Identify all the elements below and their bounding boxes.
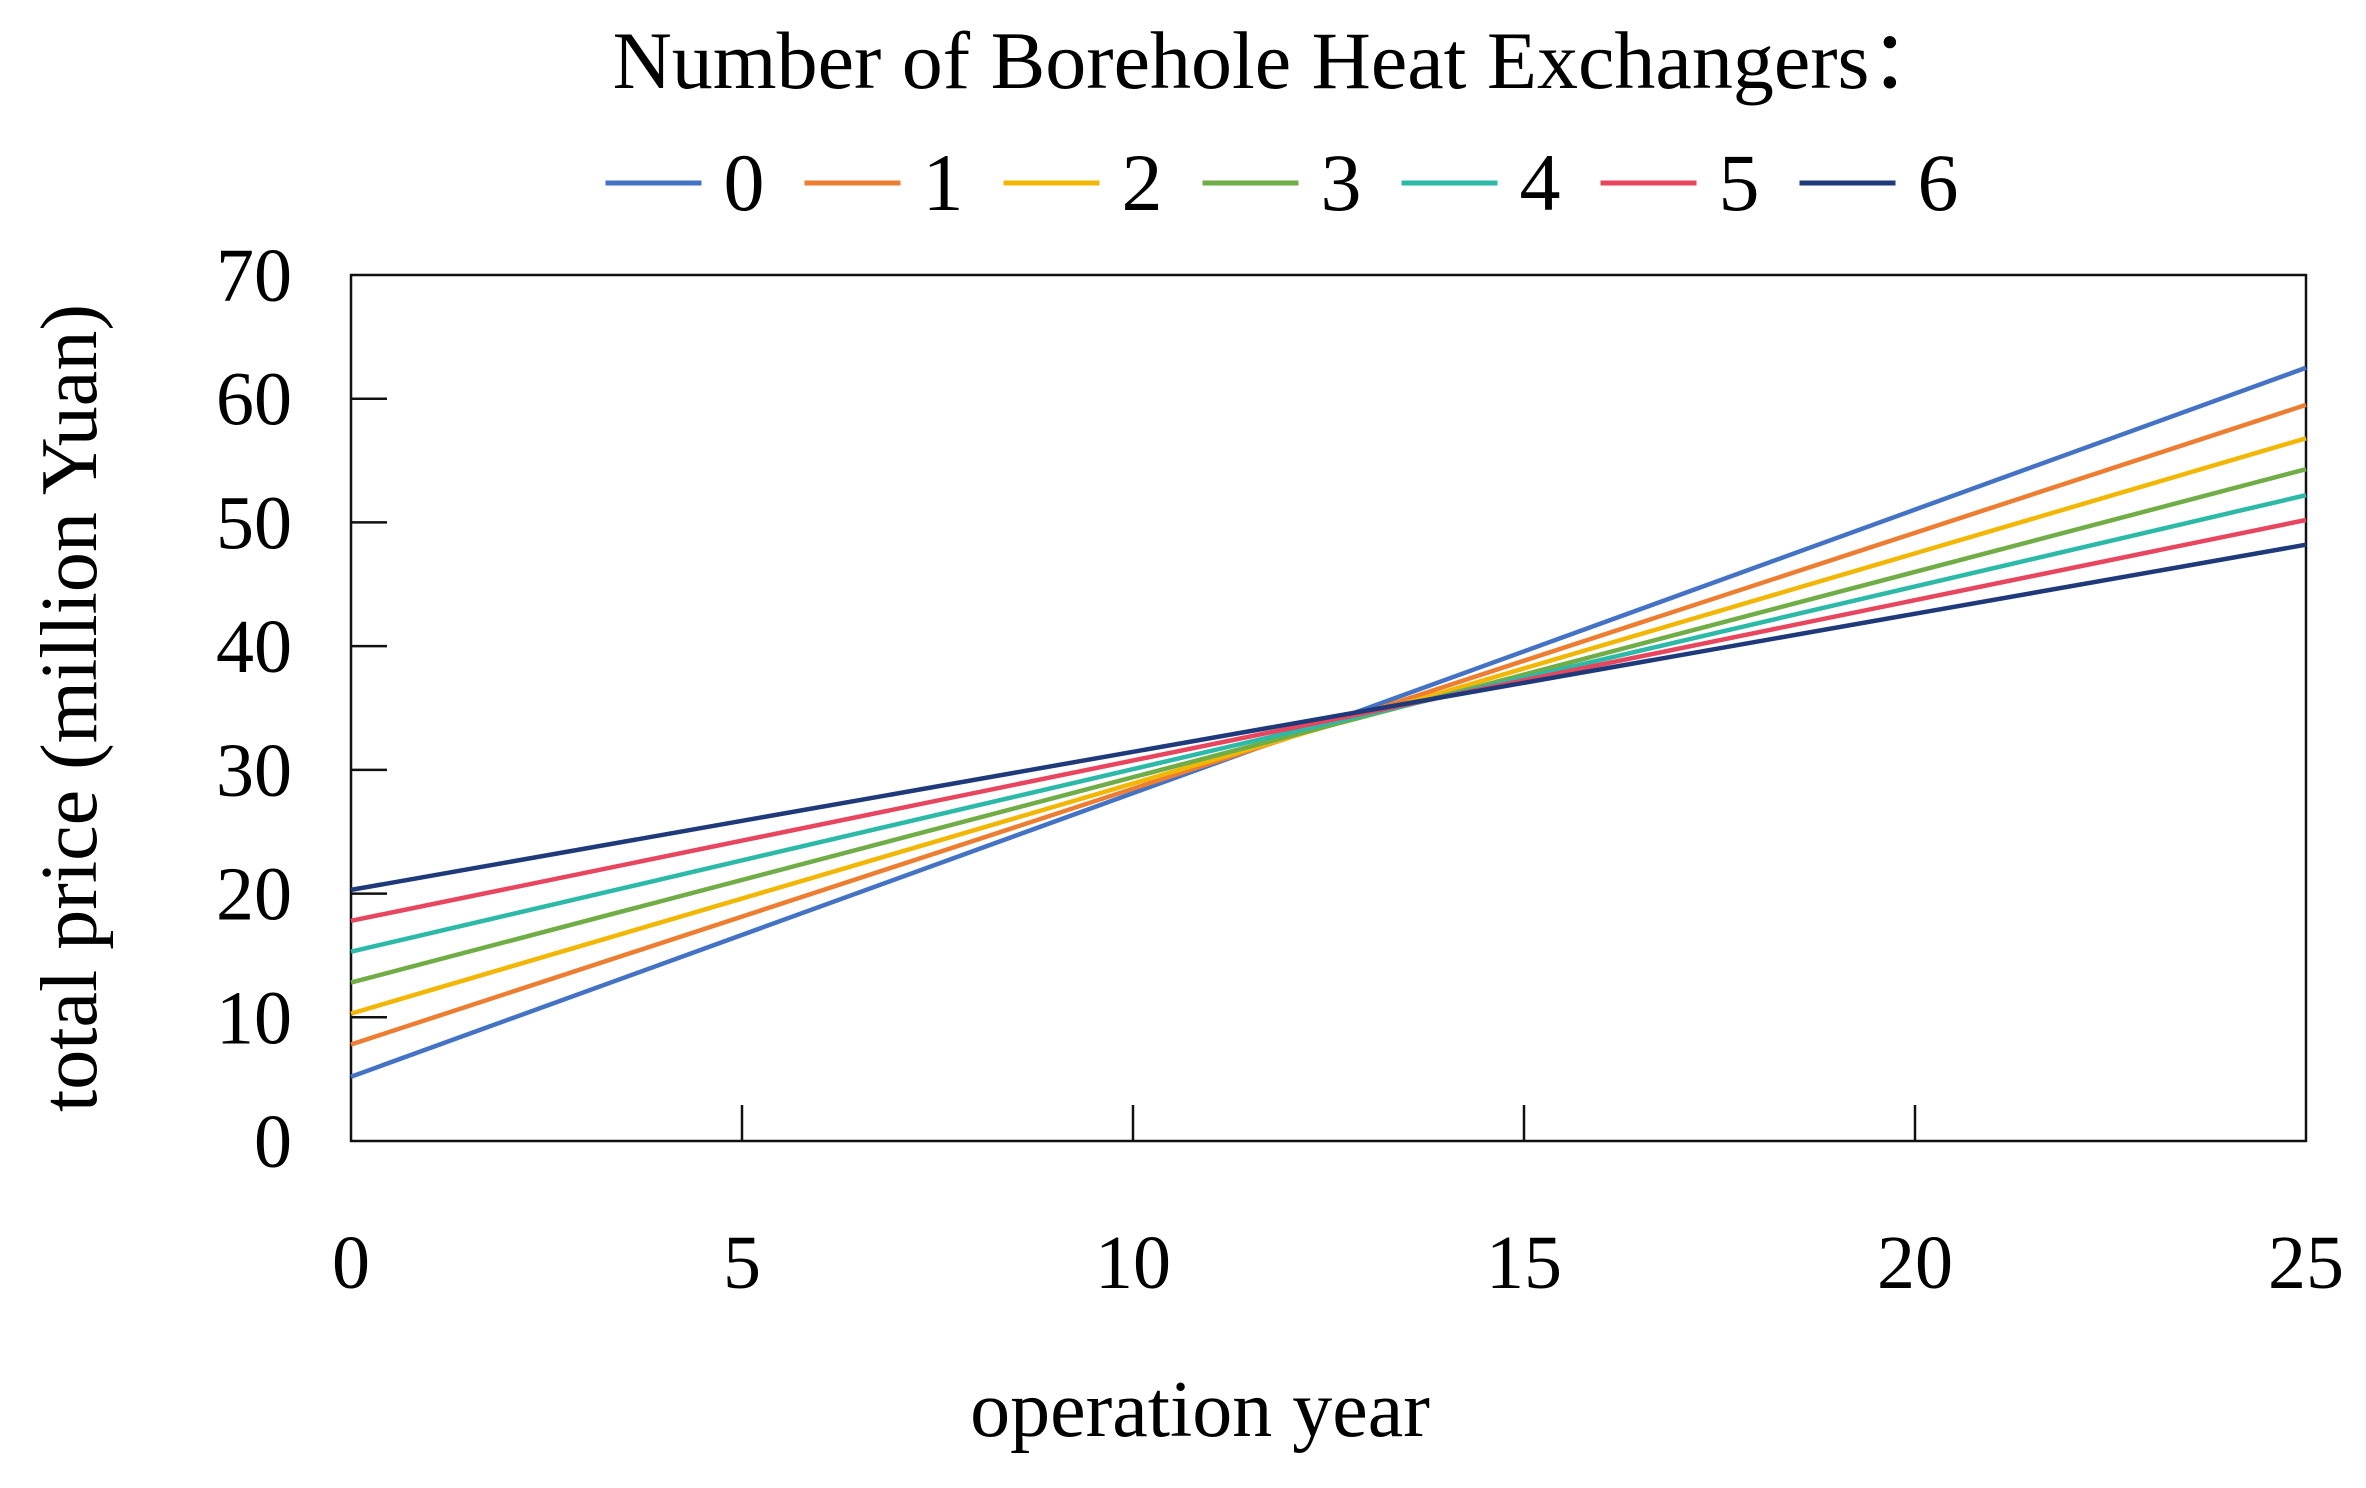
y-tick-label: 70 [216,234,292,318]
legend-label: 0 [724,137,765,228]
legend-label: 5 [1719,137,1760,228]
legend-label: 3 [1321,137,1362,228]
x-tick-label: 25 [2268,1221,2344,1305]
plot-area: 0 5 10 15 20 25 0 10 20 30 40 50 60 70 [216,234,2344,1305]
x-axis-title: operation year [970,1366,1430,1454]
series-line-3 [350,467,2307,985]
legend-label: 6 [1918,137,1959,228]
y-tick-label: 50 [216,481,292,565]
y-axis-ticks: 0 10 20 30 40 50 60 70 [216,234,387,1184]
x-tick-label: 10 [1095,1221,1171,1305]
x-tick-label: 5 [723,1221,761,1305]
legend-item-0: 0 [605,137,765,228]
legend-title: Number of Borehole Heat Exchangers： [613,15,1952,106]
legend-item-1: 1 [804,137,964,228]
y-tick-label: 30 [216,729,292,813]
legend-item-2: 2 [1003,137,1163,228]
legend: 0 1 2 3 4 5 6 [605,137,1959,228]
series-lines [350,365,2307,1079]
x-tick-label: 20 [1877,1221,1953,1305]
x-axis-ticks: 0 5 10 15 20 25 [332,1105,2344,1305]
series-line-5 [350,517,2307,924]
y-tick-label: 10 [216,976,292,1060]
legend-label: 1 [923,137,964,228]
series-line-4 [350,493,2307,954]
legend-label: 2 [1122,137,1163,228]
plot-frame [349,273,2308,1143]
y-tick-label: 0 [254,1100,292,1184]
x-tick-label: 15 [1486,1221,1562,1305]
y-axis-title: total price (million Yuan) [26,304,114,1112]
x-tick-label: 0 [332,1221,370,1305]
legend-label: 4 [1520,137,1561,228]
y-tick-label: 20 [216,853,292,937]
series-line-6 [350,542,2307,893]
y-tick-label: 40 [216,605,292,689]
legend-item-5: 5 [1600,137,1760,228]
legend-item-4: 4 [1401,137,1561,228]
legend-item-6: 6 [1799,137,1959,228]
legend-item-3: 3 [1202,137,1362,228]
y-tick-label: 60 [216,358,292,442]
